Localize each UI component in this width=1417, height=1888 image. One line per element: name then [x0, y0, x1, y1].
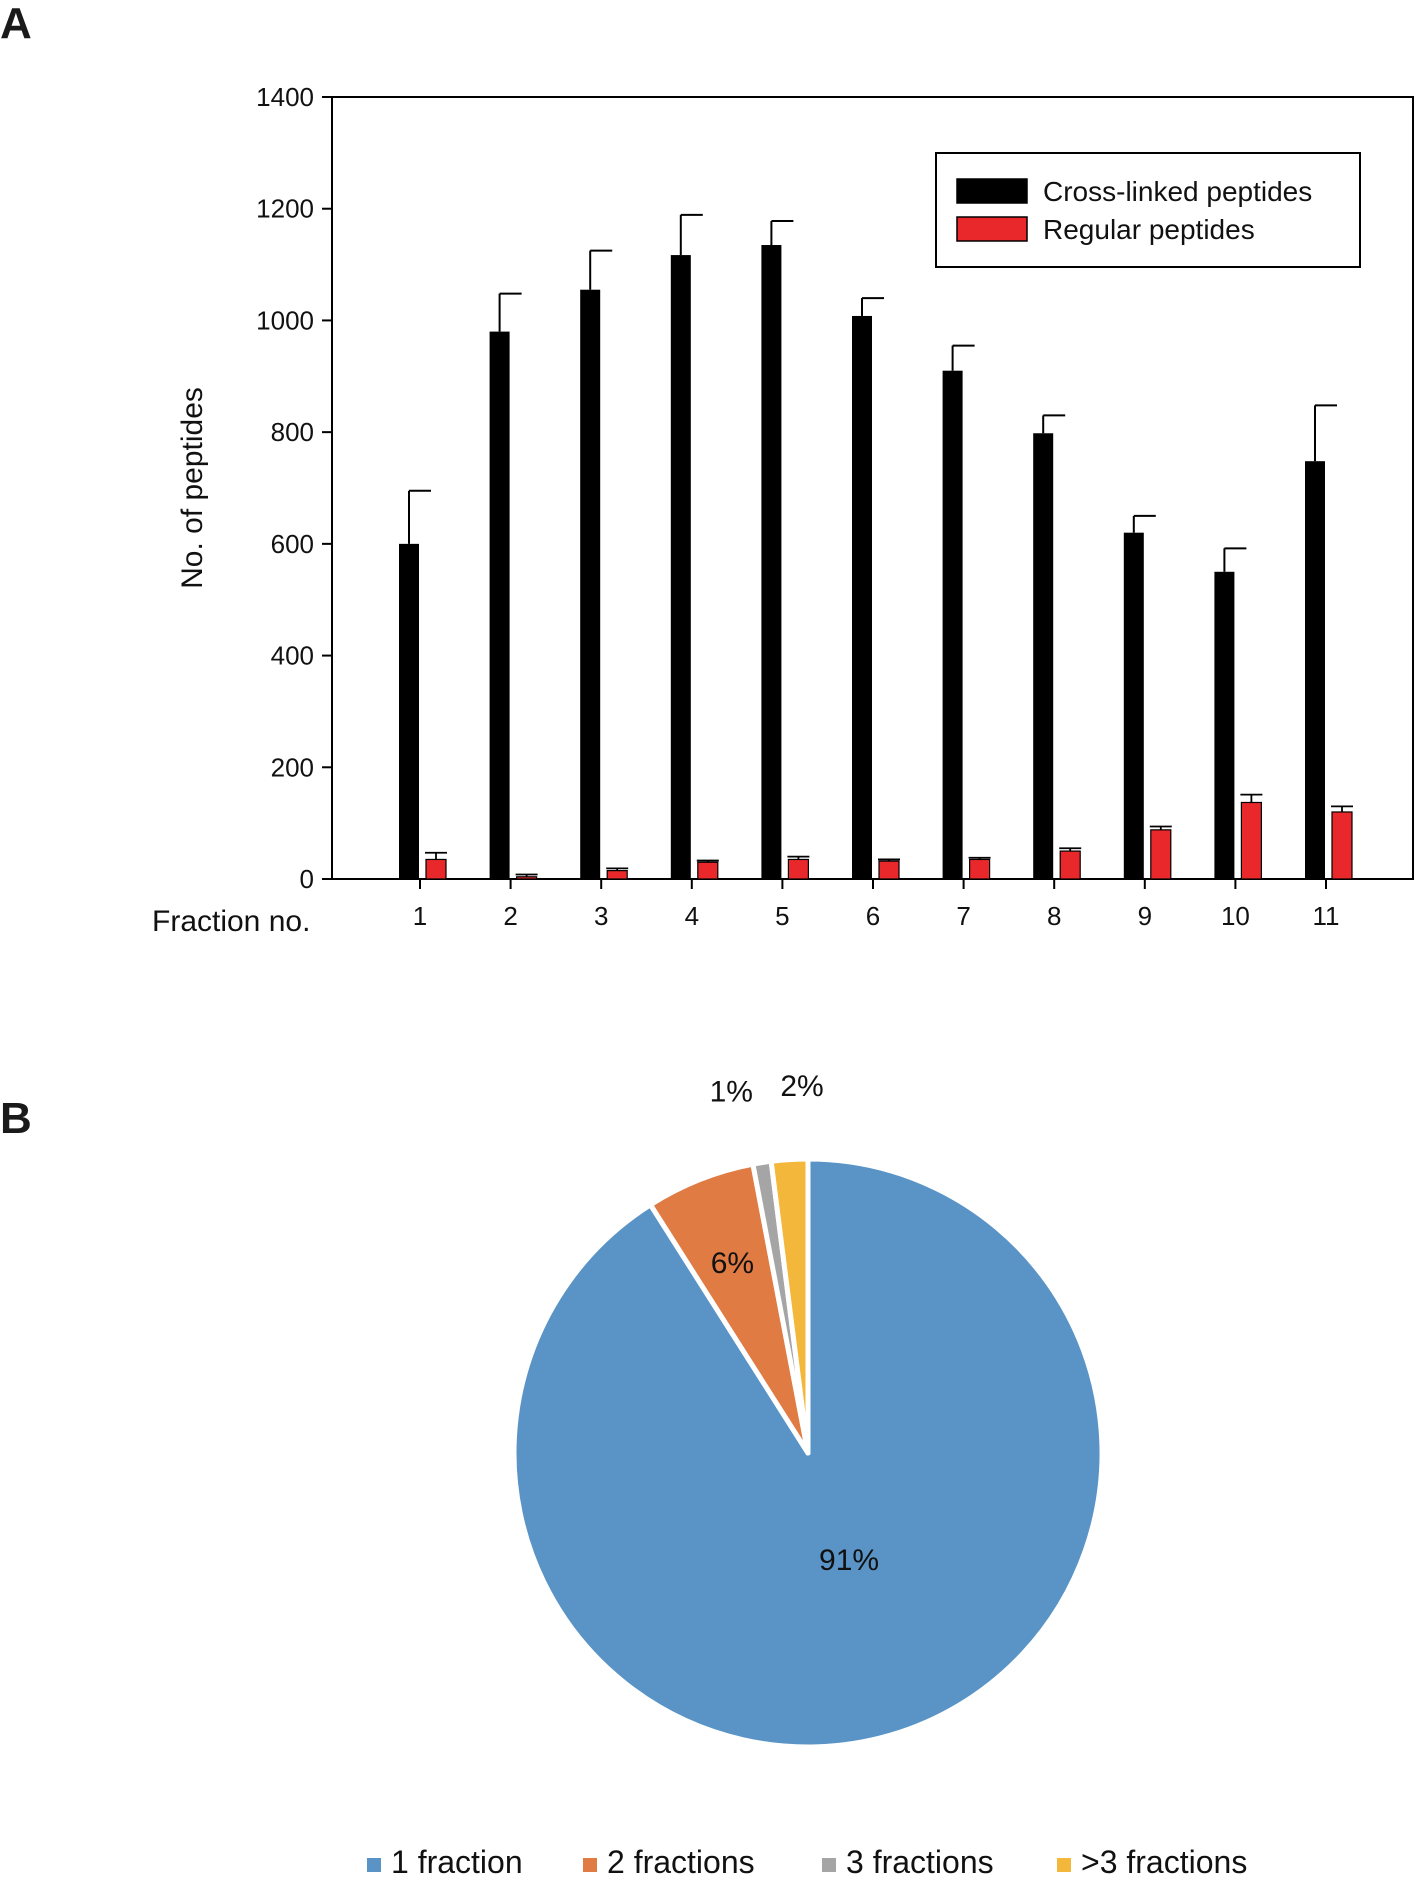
x-tick-label: 4 — [685, 901, 699, 931]
pie-legend-swatch — [367, 1858, 381, 1872]
pie-slice-label: 6% — [711, 1247, 754, 1280]
pie-slice-label: 1% — [710, 1075, 753, 1108]
y-axis: 0 200 400 600 800 1000 1200 1400 — [256, 82, 332, 894]
y-tick-label: 1400 — [256, 82, 314, 112]
bar-regular — [968, 858, 991, 880]
pie-labels: 91% 6% 1% 2% — [710, 1070, 880, 1577]
legend-swatch-cross-linked — [956, 178, 1028, 204]
y-tick-label: 800 — [271, 417, 314, 447]
y-tick-label: 0 — [300, 864, 314, 894]
pie-legend-swatch — [583, 1858, 597, 1872]
x-tick-label: 9 — [1138, 901, 1152, 931]
x-tick-label: 2 — [503, 901, 517, 931]
bar-cross-linked — [1214, 571, 1235, 879]
pie-legend-label: 3 fractions — [846, 1844, 994, 1880]
bar-cross-linked — [1033, 433, 1054, 879]
pie-slice-label: 91% — [819, 1544, 879, 1577]
legend-swatch-regular — [956, 216, 1028, 242]
legend-label-cross-linked: Cross-linked peptides — [1043, 176, 1312, 207]
pie-slice — [768, 1156, 811, 1456]
x-tick-label: 6 — [866, 901, 880, 931]
panel-a-label: A — [0, 0, 32, 48]
y-tick-label: 600 — [271, 529, 314, 559]
bar-cross-linked — [580, 289, 601, 879]
bar-cross-linked — [670, 255, 691, 880]
pie-legend-label: 1 fraction — [391, 1844, 523, 1880]
bar-regular — [697, 861, 719, 880]
x-tick-label: 3 — [594, 901, 608, 931]
x-tick-label: 5 — [775, 901, 789, 931]
y-tick-label: 1200 — [256, 194, 314, 224]
bar-cross-linked — [942, 370, 963, 879]
bar-cross-linked — [1123, 532, 1144, 879]
legend-box — [935, 152, 1361, 268]
bar-regular — [1331, 811, 1353, 880]
bar-regular — [425, 858, 447, 880]
pie-chart: 91% 6% 1% 2% 1 fraction 2 fractions 3 fractio… — [367, 1070, 1247, 1880]
bar-regular — [606, 870, 628, 880]
bar-regular — [1059, 850, 1081, 880]
bars — [399, 213, 1353, 880]
legend-label-regular: Regular peptides — [1043, 214, 1255, 245]
y-axis-title: No. of peptides — [176, 387, 209, 589]
bar-cross-linked — [489, 331, 510, 880]
bar-regular — [787, 858, 810, 880]
x-axis-title: Fraction no. — [152, 905, 310, 938]
pie-legend: 1 fraction 2 fractions 3 fractions >3 fract… — [367, 1844, 1247, 1880]
pie-legend-label: >3 fractions — [1081, 1844, 1247, 1880]
x-tick-label: 1 — [413, 901, 427, 931]
bar-cross-linked — [761, 245, 782, 879]
y-tick-label: 400 — [271, 641, 314, 671]
bar-cross-linked — [1305, 461, 1325, 879]
pie-legend-swatch — [1057, 1858, 1071, 1872]
pie-legend-swatch — [822, 1858, 836, 1872]
pie-slice-label: 2% — [780, 1070, 823, 1103]
panel-b-label: B — [0, 1094, 32, 1143]
bar-cross-linked — [399, 543, 419, 879]
bar-cross-linked — [852, 315, 872, 880]
bar-regular — [515, 876, 538, 880]
x-tick-label: 11 — [1313, 901, 1340, 931]
pie-legend-label: 2 fractions — [607, 1844, 755, 1880]
pie-slices — [511, 1156, 1105, 1750]
x-axis: 1 2 3 4 5 6 7 8 9 10 11 — [413, 879, 1340, 931]
x-tick-label: 10 — [1221, 901, 1250, 931]
y-tick-label: 200 — [271, 752, 314, 782]
y-tick-label: 1000 — [256, 305, 314, 335]
bar-regular — [878, 860, 900, 880]
bar-regular — [1150, 829, 1172, 880]
bar-regular — [1240, 801, 1263, 880]
x-tick-label: 8 — [1047, 901, 1061, 931]
x-tick-label: 7 — [956, 901, 970, 931]
legend: Cross-linked peptides Regular peptides — [935, 152, 1361, 268]
